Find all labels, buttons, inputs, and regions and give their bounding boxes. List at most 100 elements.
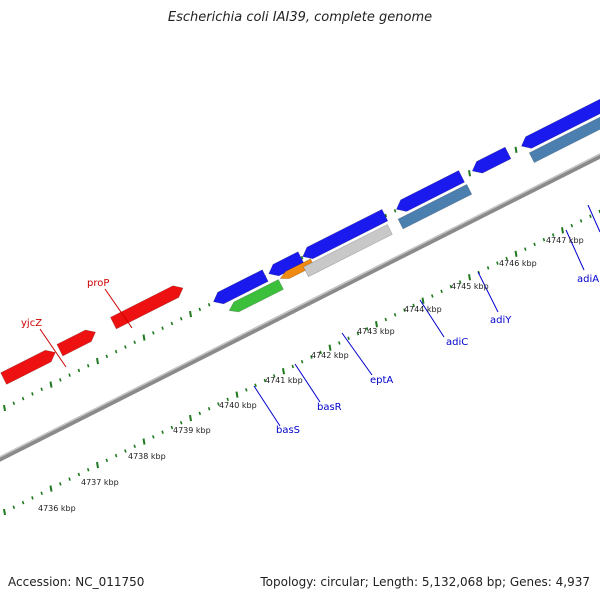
tick-mark bbox=[198, 307, 202, 312]
tick-mark bbox=[114, 349, 118, 354]
tick-mark bbox=[375, 321, 378, 328]
gene-label-yjcZ: yjcZ bbox=[21, 318, 42, 329]
tick-mark bbox=[21, 396, 25, 401]
scale-label: 4747 kbp bbox=[546, 236, 584, 245]
gene-label-adiA: adiA bbox=[577, 274, 599, 285]
tick-mark bbox=[561, 227, 564, 234]
tick-mark bbox=[393, 209, 397, 213]
tick-mark bbox=[105, 354, 109, 359]
tick-mark bbox=[431, 294, 434, 298]
tick-mark bbox=[124, 449, 127, 453]
tick-mark bbox=[291, 364, 295, 369]
tick-mark bbox=[282, 367, 285, 375]
tick-mark bbox=[152, 435, 155, 439]
tick-mark bbox=[579, 219, 583, 223]
genome-backbone-highlight bbox=[0, 153, 600, 458]
tick-mark bbox=[468, 274, 471, 281]
gene-label-adiY: adiY bbox=[490, 315, 512, 326]
tick-mark bbox=[449, 284, 453, 289]
tick-mark bbox=[328, 344, 332, 351]
tick-mark bbox=[514, 146, 518, 153]
tick-mark bbox=[21, 500, 25, 505]
tick-mark bbox=[412, 303, 415, 308]
tick-mark bbox=[505, 256, 508, 261]
gene-arrow bbox=[279, 258, 315, 279]
tick-mark bbox=[31, 392, 34, 396]
accession-text: Accession: NC_011750 bbox=[8, 575, 145, 589]
scale-label: 4743 kbp bbox=[357, 327, 395, 336]
label-connector bbox=[565, 229, 585, 271]
tick-mark bbox=[300, 256, 304, 260]
tick-mark bbox=[384, 213, 388, 218]
tick-mark bbox=[514, 250, 518, 257]
label-connector bbox=[587, 204, 600, 233]
tick-mark bbox=[161, 430, 164, 434]
tick-mark bbox=[189, 414, 192, 422]
tick-mark bbox=[570, 223, 574, 228]
tick-mark bbox=[179, 317, 183, 321]
tick-mark bbox=[524, 247, 527, 251]
tick-mark bbox=[49, 381, 53, 388]
tick-mark bbox=[198, 411, 202, 416]
scale-label: 4736 kbp bbox=[38, 504, 76, 513]
tick-mark bbox=[263, 378, 267, 383]
tick-mark bbox=[124, 345, 127, 349]
label-connector bbox=[253, 385, 281, 427]
tick-mark bbox=[347, 336, 350, 341]
gene-label-basR: basR bbox=[317, 402, 342, 413]
tick-mark bbox=[142, 334, 146, 341]
tick-mark bbox=[133, 340, 136, 345]
tick-mark bbox=[31, 496, 34, 500]
tick-mark bbox=[170, 425, 174, 430]
scale-label: 4740 kbp bbox=[219, 401, 257, 410]
tick-mark bbox=[245, 388, 248, 392]
tick-mark bbox=[179, 421, 183, 425]
tick-mark bbox=[12, 505, 16, 510]
tick-mark bbox=[207, 302, 211, 307]
gene-arrow bbox=[471, 146, 512, 174]
label-connector bbox=[294, 363, 321, 403]
gene-arrow bbox=[302, 208, 389, 260]
upper-tick-track bbox=[3, 105, 600, 412]
tick-mark bbox=[114, 453, 118, 458]
label-connectors bbox=[39, 204, 600, 427]
tick-mark bbox=[152, 331, 155, 335]
tick-mark bbox=[403, 308, 406, 312]
tick-mark bbox=[3, 404, 6, 412]
tick-mark bbox=[96, 357, 99, 365]
tick-mark bbox=[59, 482, 62, 486]
gene-labels: yjcZ proP basS basR eptA adiC adiY adiA bbox=[21, 274, 599, 436]
tick-mark bbox=[542, 237, 546, 242]
tick-mark bbox=[589, 214, 592, 218]
tick-mark bbox=[421, 297, 425, 304]
gene-arrow bbox=[520, 90, 600, 149]
scale-label: 4742 kbp bbox=[311, 351, 349, 360]
tick-mark bbox=[86, 363, 90, 368]
tick-mark bbox=[486, 266, 490, 270]
scale-label: 4745 kbp bbox=[451, 282, 489, 291]
tick-mark bbox=[226, 397, 229, 402]
tick-mark bbox=[217, 402, 220, 406]
scale-label: 4741 kbp bbox=[265, 376, 303, 385]
tick-mark bbox=[551, 233, 555, 237]
gene-arrow bbox=[228, 279, 284, 313]
gene-arrow bbox=[110, 285, 184, 330]
tick-mark bbox=[356, 331, 360, 336]
label-connector bbox=[341, 332, 373, 376]
tick-mark bbox=[533, 242, 536, 247]
gene-arrow bbox=[303, 224, 393, 278]
scale-label: 4737 kbp bbox=[81, 478, 119, 487]
label-connector bbox=[104, 288, 133, 329]
tick-mark bbox=[458, 280, 462, 284]
tick-mark bbox=[496, 261, 499, 265]
tick-mark bbox=[59, 378, 62, 382]
tick-mark bbox=[142, 438, 146, 445]
gene-arrow bbox=[528, 102, 600, 164]
gene-arrow bbox=[213, 269, 269, 305]
lower-tick-track bbox=[3, 209, 600, 516]
map-title: Escherichia coli IAI39, complete genome bbox=[167, 10, 433, 25]
tick-mark bbox=[189, 310, 192, 318]
tick-mark bbox=[310, 355, 313, 359]
tick-mark bbox=[319, 350, 322, 355]
